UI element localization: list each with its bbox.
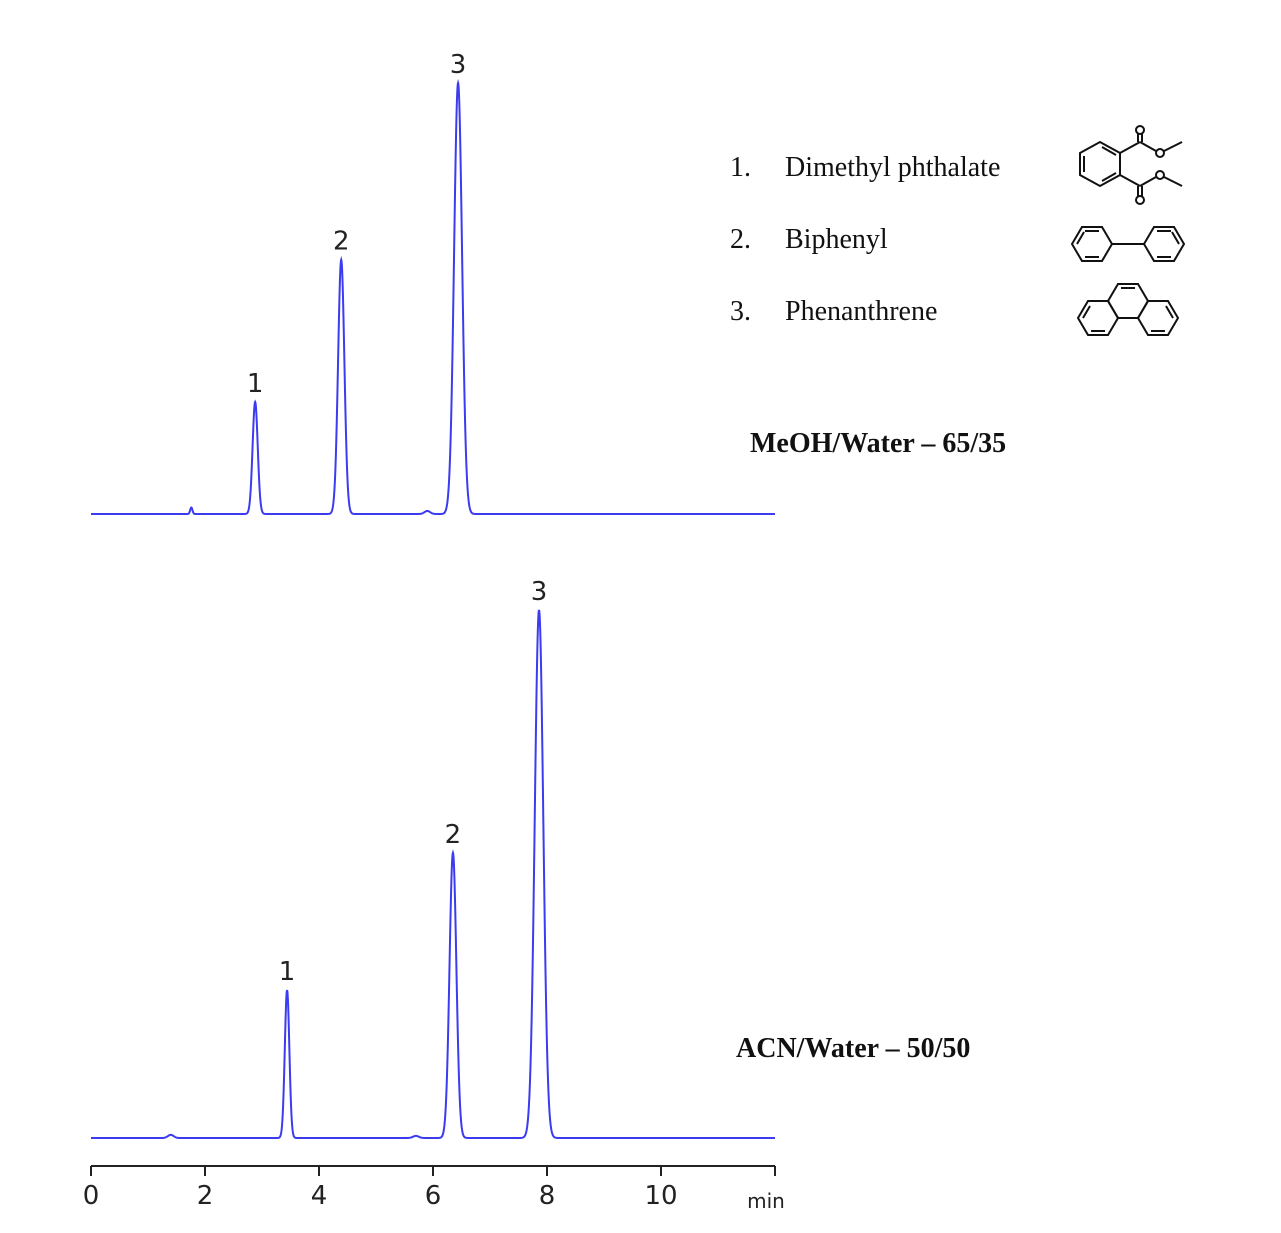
peak-label-3: 3: [450, 50, 467, 80]
biphenyl-structure-icon: [1070, 226, 1186, 262]
legend-number: 3.: [730, 296, 751, 327]
legend-name: Phenanthrene: [785, 296, 938, 327]
trace-line-1: [91, 79, 775, 515]
x-tick-label: 4: [311, 1181, 328, 1211]
legend-name: Dimethyl phthalate: [785, 152, 1001, 183]
phenanthrene-structure-icon: [1076, 283, 1180, 336]
legend-number: 1.: [730, 152, 751, 183]
dimethyl-phthalate-structure-icon: [1079, 125, 1183, 205]
x-tick-label: 0: [83, 1181, 100, 1211]
peak-label-2: 2: [445, 820, 462, 850]
x-tick-label: 10: [644, 1181, 677, 1211]
peak-label-1: 1: [279, 957, 296, 987]
x-axis-unit: min: [747, 1189, 785, 1213]
x-axis: 0 2 4 6 8 10 min: [83, 1165, 785, 1213]
x-tick-label: 6: [425, 1181, 442, 1211]
legend-number: 2.: [730, 224, 751, 255]
x-tick-label: 2: [197, 1181, 214, 1211]
x-tick-label: 8: [539, 1181, 556, 1211]
peak-label-1: 1: [247, 369, 264, 399]
trace-title-meoh: MeOH/Water – 65/35: [750, 428, 1007, 459]
legend-name: Biphenyl: [785, 224, 888, 255]
peak-label-2: 2: [333, 227, 350, 257]
trace-title-acn: ACN/Water – 50/50: [736, 1033, 971, 1064]
peak-label-3: 3: [531, 577, 548, 607]
trace-line-2: [91, 609, 775, 1139]
